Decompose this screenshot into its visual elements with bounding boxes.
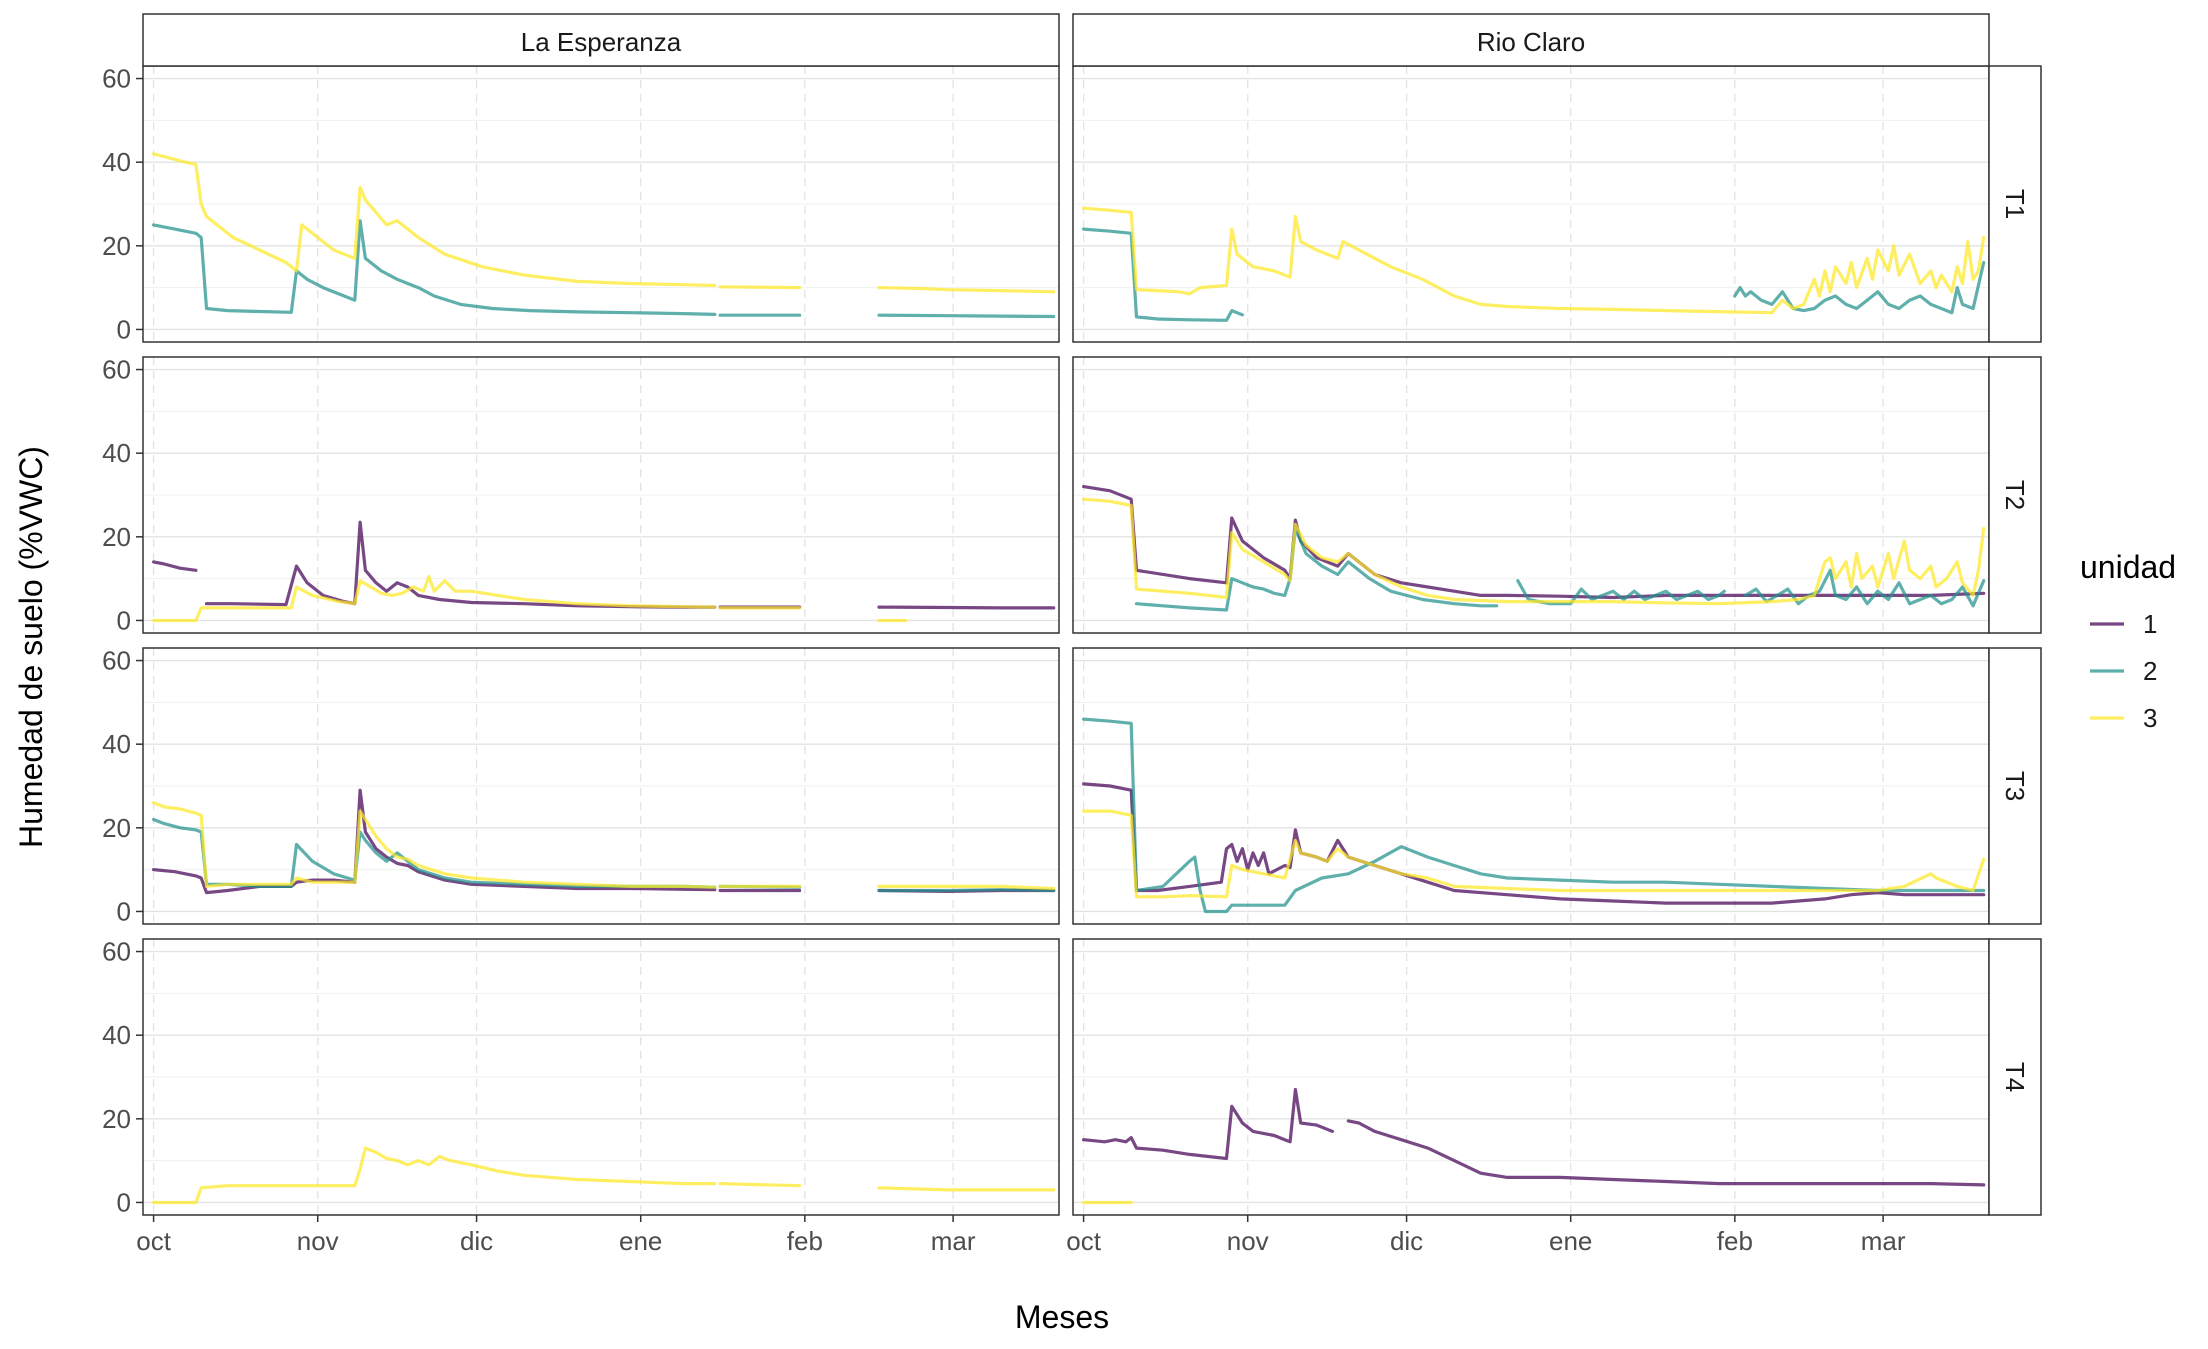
legend-label: 3	[2143, 703, 2157, 733]
series-line-unidad-3	[1081, 809, 1986, 899]
y-tick-label: 40	[102, 147, 131, 177]
x-tick-label: dic	[460, 1226, 493, 1256]
panels-layer	[142, 65, 1990, 1216]
x-tick-label: feb	[787, 1226, 823, 1256]
y-tick-label: 20	[102, 813, 131, 843]
panel-border	[142, 938, 1060, 1216]
y-tick-label: 60	[102, 646, 131, 676]
series-line-unidad-2	[1733, 260, 1986, 315]
x-axis-title: Meses	[1015, 1299, 1109, 1335]
x-tick-label: dic	[1390, 1226, 1423, 1256]
series-line-unidad-3	[1081, 206, 1986, 315]
facet-strip-row-label: T1	[2000, 189, 2030, 219]
y-tick-label: 20	[102, 1104, 131, 1134]
facet-strips: La Esperanza Rio Claro T1 T2 T3 T4	[142, 13, 2042, 1216]
x-tick-label: nov	[297, 1226, 339, 1256]
facet-strip-row	[1988, 938, 2042, 1216]
x-tick-label: ene	[1549, 1226, 1592, 1256]
y-tick-label: 60	[102, 937, 131, 967]
series-line-unidad-1	[1081, 1087, 1335, 1161]
series-line-unidad-2	[1516, 579, 1726, 606]
facet-panel	[1072, 65, 1990, 343]
y-tick-label: 0	[117, 314, 131, 344]
y-axis-title: Humedad de suelo (%VWC)	[13, 446, 49, 848]
facet-strip-row-label: T4	[2000, 1062, 2030, 1092]
facet-strip-row-label: T3	[2000, 771, 2030, 801]
series-line-unidad-3	[152, 152, 717, 288]
x-tick-label: ene	[619, 1226, 662, 1256]
series-line-unidad-2	[1081, 717, 1986, 914]
series-line-unidad-1	[152, 560, 198, 572]
x-tick-label: mar	[1861, 1226, 1906, 1256]
facet-strip-row	[1988, 65, 2042, 343]
series-line-unidad-2	[1743, 568, 1986, 608]
facet-panel	[142, 356, 1060, 634]
series-line-unidad-1	[152, 788, 717, 895]
facet-panel	[1072, 647, 1990, 925]
x-tick-label: feb	[1717, 1226, 1753, 1256]
y-tick-label: 40	[102, 729, 131, 759]
series-line-unidad-3	[152, 801, 717, 889]
series-line-unidad-3	[152, 1146, 717, 1205]
facet-strip-column	[142, 13, 1060, 67]
legend-label: 2	[2143, 656, 2157, 686]
series-line-unidad-3	[718, 285, 802, 290]
facet-strip-row	[1988, 647, 2042, 925]
facet-panel	[1072, 938, 1990, 1216]
y-tick-label: 0	[117, 1187, 131, 1217]
facet-panel	[142, 65, 1060, 343]
panel-border	[142, 647, 1060, 925]
series-line-unidad-3	[877, 1186, 1056, 1192]
facet-strip-row-label: T2	[2000, 480, 2030, 510]
y-tick-label: 0	[117, 605, 131, 635]
facet-strip-column-label: La Esperanza	[521, 27, 682, 57]
x-tick-label: nov	[1227, 1226, 1269, 1256]
y-tick-label: 60	[102, 64, 131, 94]
facet-panel	[142, 647, 1060, 925]
y-tick-label: 60	[102, 355, 131, 385]
series-line-unidad-3	[877, 286, 1056, 294]
series-line-unidad-2	[152, 219, 717, 316]
panel-border	[142, 356, 1060, 634]
facet-panel	[142, 938, 1060, 1216]
y-tick-label: 20	[102, 231, 131, 261]
y-tick-label: 40	[102, 1020, 131, 1050]
y-tick-label: 0	[117, 896, 131, 926]
legend: unidad 1 2 3	[2080, 549, 2176, 733]
facet-strip-row	[1988, 356, 2042, 634]
y-tick-label: 20	[102, 522, 131, 552]
series-line-unidad-1	[204, 520, 717, 609]
legend-label: 1	[2143, 609, 2157, 639]
legend-title: unidad	[2080, 549, 2176, 585]
facet-panel	[1072, 356, 1990, 634]
facet-strip-column-label: Rio Claro	[1477, 27, 1585, 57]
series-line-unidad-2	[877, 888, 1056, 893]
series-line-unidad-3	[877, 884, 1056, 891]
facet-strip-column	[1072, 13, 1990, 67]
series-line-unidad-2	[877, 313, 1056, 319]
series-line-unidad-3	[1081, 497, 1986, 606]
series-line-unidad-2	[1081, 227, 1245, 322]
x-tick-label: mar	[931, 1226, 976, 1256]
series-line-unidad-1	[877, 605, 1056, 610]
series-line-unidad-3	[718, 1181, 802, 1188]
series-line-unidad-1	[1346, 1119, 1986, 1187]
axes: Meses Humedad de suelo (%VWC) 0 20 40 60 0 20…	[13, 64, 1906, 1335]
x-tick-label: oct	[1066, 1226, 1101, 1256]
x-tick-label: oct	[136, 1226, 171, 1256]
y-tick-label: 40	[102, 438, 131, 468]
series-line-unidad-3	[152, 574, 717, 623]
